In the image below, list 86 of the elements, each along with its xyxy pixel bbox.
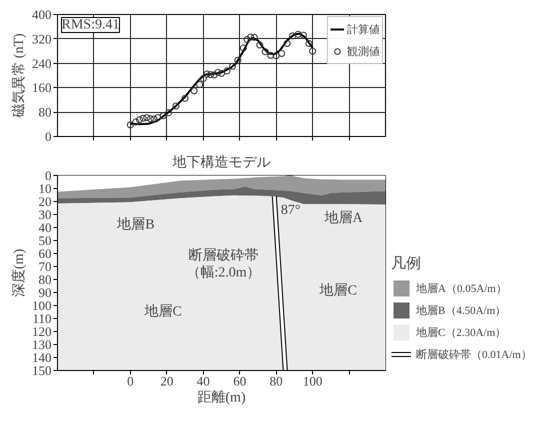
annotation: 地層B [116, 216, 155, 232]
y-tick-label: 240 [32, 56, 52, 71]
point [154, 114, 162, 122]
y-tick-label: 130 [32, 337, 52, 352]
y-tick-label: 160 [32, 80, 52, 96]
x-tick-label: 80 [270, 374, 283, 388]
y-tick-label: 0 [45, 168, 52, 183]
y-tick-label: 90 [38, 285, 52, 300]
x-tick-label: 20 [160, 374, 174, 388]
point [240, 44, 247, 52]
x-axis-title: 距離(m) [197, 390, 246, 406]
point [284, 40, 291, 47]
point [172, 102, 180, 110]
point [126, 121, 134, 128]
point [214, 68, 222, 76]
point [272, 52, 280, 60]
y-tick-label: 10 [38, 181, 52, 196]
point [305, 40, 312, 47]
point [203, 70, 210, 78]
annotation: RMS:9.41 [62, 18, 120, 32]
point [210, 71, 218, 78]
x-tick-label: 40 [196, 374, 210, 388]
point [140, 114, 147, 122]
legend-label: 断層破砕帯（0.01A/m） [416, 348, 532, 362]
annotation: 地層C [143, 304, 182, 320]
y-axis-title: 深度(m) [11, 248, 27, 298]
point [289, 32, 296, 40]
line-series [129, 32, 314, 126]
y-axis-title: 磁気異常 (nT) [11, 32, 27, 119]
legend-label: 地層A（0.05A/m） [416, 282, 507, 296]
point [143, 114, 150, 122]
legend-label: 観測値 [347, 44, 380, 58]
point [165, 109, 172, 116]
legend-label: 地層C（2.30A/m） [416, 326, 506, 340]
annotation: 地層A [323, 210, 364, 226]
legend-label: 地層B（4.50A/m） [416, 304, 506, 318]
point [228, 62, 236, 70]
point [262, 48, 269, 56]
y-tick-label: 150 [32, 363, 52, 378]
point [182, 94, 189, 102]
point [132, 118, 140, 126]
point [256, 42, 264, 48]
y-tick-label: 0 [45, 129, 52, 144]
y-tick-label: 30 [38, 207, 52, 222]
annotation: 断層破砕帯 [188, 248, 258, 264]
y-tick-label: 100 [32, 298, 52, 313]
x-tick-label: 100 [302, 374, 322, 388]
y-tick-label: 60 [38, 246, 52, 261]
point [278, 50, 286, 58]
point [244, 36, 251, 44]
point [207, 71, 214, 78]
point [150, 116, 158, 123]
y-tick-label: 140 [32, 350, 52, 365]
y-tick-label: 110 [32, 311, 52, 326]
point [300, 32, 307, 39]
y-tick-label: 400 [32, 7, 52, 22]
y-tick-label: 80 [38, 104, 52, 120]
point [309, 48, 316, 55]
y-tick-label: 320 [32, 31, 52, 46]
y-tick-label: 20 [38, 194, 52, 209]
point [267, 52, 274, 59]
point [234, 56, 242, 64]
point [250, 34, 258, 41]
annotation: 87° [280, 203, 301, 218]
point [223, 67, 230, 74]
point [196, 81, 204, 88]
point [294, 30, 302, 38]
y-tick-label: 120 [32, 324, 52, 339]
point [190, 87, 198, 94]
point [146, 115, 154, 122]
annotation: （幅:2.0m） [186, 264, 261, 280]
y-tick-label: 40 [38, 220, 52, 235]
y-tick-label: 50 [38, 233, 52, 248]
point [136, 116, 143, 124]
y-tick-label: 70 [38, 259, 52, 274]
x-tick-label: 60 [233, 374, 246, 388]
point [160, 112, 167, 120]
point [218, 70, 225, 77]
annotation: 地層C [318, 282, 357, 299]
chart-title: 地下構造モデル [172, 154, 270, 170]
point [247, 34, 254, 41]
legend-label: 計算値 [347, 22, 380, 36]
point [200, 75, 207, 82]
legend-title: 凡例 [391, 255, 422, 273]
y-tick-label: 80 [38, 272, 52, 287]
x-tick-label: 0 [127, 374, 134, 388]
